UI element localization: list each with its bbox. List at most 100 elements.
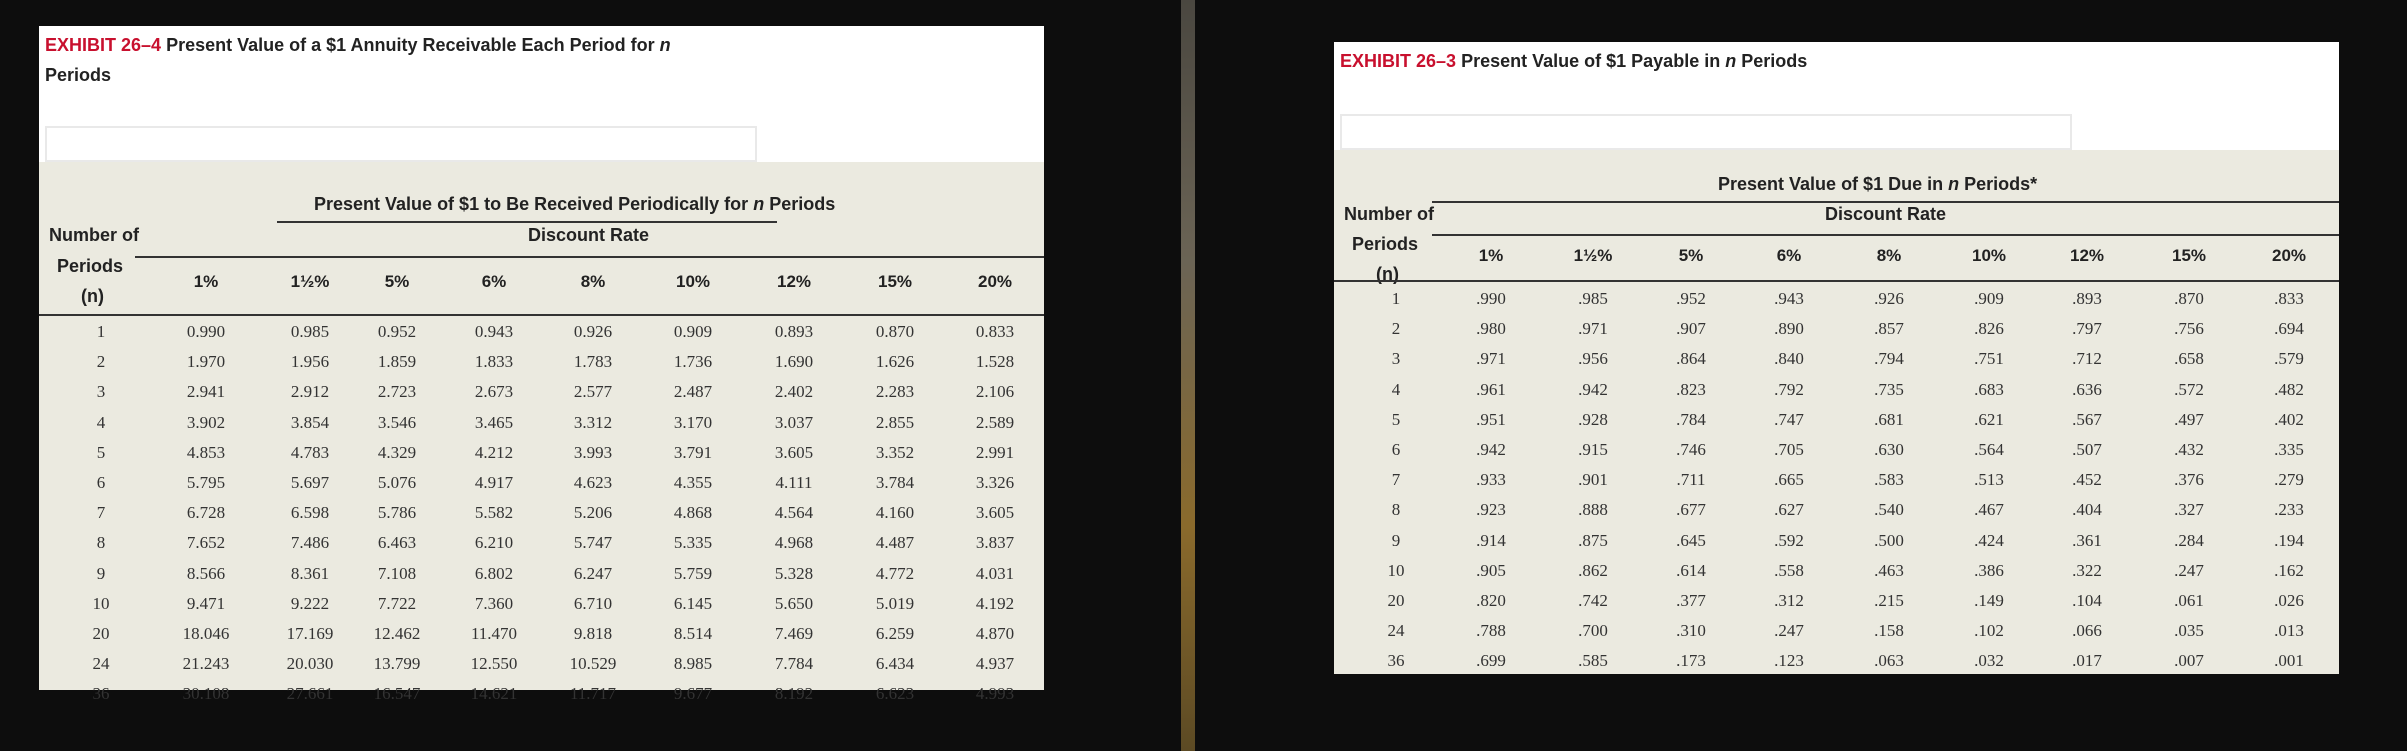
table-cell: 1.783 (573, 352, 613, 372)
table-cell: .063 (1874, 651, 1904, 671)
table-cell: .840 (1774, 349, 1804, 369)
table-cell: 3.605 (774, 442, 814, 462)
period-cell: 8 (96, 533, 106, 553)
table-cell: .327 (2174, 500, 2204, 520)
table-cell: .961 (1476, 379, 1506, 399)
table-cell: 4.111 (775, 473, 813, 492)
table-cell: 4.870 (975, 624, 1015, 643)
table-cell: .149 (1974, 591, 2004, 610)
table-cell: 3.605 (975, 503, 1015, 523)
table-cell: 0.870 (875, 322, 915, 341)
table-cell: .700 (1578, 621, 1608, 641)
table-cell: 7.486 (290, 533, 330, 553)
search-box[interactable] (1340, 114, 2072, 150)
rate-header: 8% (1876, 246, 1902, 265)
table-cell: 4.564 (774, 503, 814, 523)
period-cell: 20 (1387, 591, 1405, 610)
table-cell: 30.108 (182, 684, 230, 704)
table-cell: .335 (2274, 440, 2304, 459)
table-cell: 4.937 (975, 654, 1015, 674)
table-cell: .061 (2174, 591, 2204, 610)
annuity-table: Present Value of $1 to Be Received Perio… (39, 162, 1044, 703)
table-cell: .513 (1974, 470, 2004, 490)
exhibit-26-3: EXHIBIT 26–3 Present Value of $1 Payable… (1334, 42, 2339, 674)
table-heading: Present Value of $1 Due in n Periods* (1718, 174, 2038, 194)
period-cell: 8 (1391, 500, 1401, 520)
rate-header: 1½% (290, 272, 330, 291)
table-cell: 21.243 (182, 654, 230, 674)
table-cell: .875 (1578, 530, 1608, 550)
table-cell: .579 (2274, 349, 2304, 369)
period-cell: 1 (96, 322, 106, 341)
table-cell: 2.855 (875, 412, 915, 432)
table-cell: 8.192 (774, 684, 814, 704)
table-cell: .712 (2072, 349, 2102, 369)
table-cell: .233 (2274, 500, 2304, 520)
table-cell: 6.802 (474, 563, 514, 583)
exhibit-26-4: EXHIBIT 26–4 Present Value of a $1 Annui… (39, 26, 1044, 703)
table-cell: 1.626 (875, 352, 915, 372)
table-cell: 8.566 (186, 563, 226, 583)
rate-header: 5% (384, 272, 410, 291)
table-cell: 4.783 (290, 442, 330, 462)
table-cell: .104 (2072, 591, 2102, 610)
table-cell: 2.106 (975, 382, 1015, 402)
search-box[interactable] (45, 126, 757, 162)
table-cell: .699 (1476, 651, 1506, 671)
table-cell: .677 (1676, 500, 1706, 520)
table-cell: .630 (1874, 440, 1904, 459)
table-cell: .585 (1578, 651, 1608, 671)
table-cell: .915 (1578, 440, 1608, 459)
table-cell: 3.784 (875, 473, 915, 492)
table-cell: .792 (1774, 379, 1804, 399)
table-cell: .312 (1774, 591, 1804, 610)
table-cell: .402 (2274, 409, 2304, 429)
rate-header: 10% (675, 272, 711, 291)
table-cell: 3.352 (875, 442, 915, 462)
table-cell: 0.909 (673, 322, 713, 341)
table-cell: .377 (1676, 591, 1706, 610)
table-cell: .279 (2274, 470, 2304, 490)
table-cell: .833 (2274, 289, 2304, 308)
table-cell: 6.145 (673, 593, 713, 613)
table-cell: .820 (1476, 591, 1506, 610)
table-cell: 3.465 (474, 412, 514, 432)
period-cell: 7 (1391, 470, 1401, 490)
table-cell: .681 (1874, 409, 1904, 429)
table-cell: 5.019 (875, 593, 915, 613)
table-cell: 6.247 (573, 563, 613, 583)
table-cell: 5.328 (774, 563, 814, 583)
table-cell: .102 (1974, 621, 2004, 641)
table-cell: .990 (1476, 289, 1506, 308)
period-cell: 9 (1391, 530, 1401, 550)
table-cell: .971 (1578, 319, 1608, 339)
period-cell: 20 (92, 624, 110, 643)
table-cell: 4.917 (474, 473, 514, 492)
table-cell: 12.462 (373, 624, 421, 643)
table-cell: 9.677 (673, 684, 713, 704)
table-cell: .665 (1774, 470, 1804, 490)
table-cell: 6.434 (875, 654, 915, 674)
table-cell: 7.784 (774, 654, 814, 674)
table-cell: 4.487 (875, 533, 915, 553)
table-cell: 13.799 (373, 654, 421, 674)
table-cell: .864 (1676, 349, 1706, 369)
table-cell: 1.833 (474, 352, 514, 372)
table-cell: 5.582 (474, 503, 514, 523)
table-cell: .463 (1874, 560, 1904, 580)
table-cell: .694 (2274, 319, 2304, 339)
table-cell: 1.859 (377, 352, 417, 372)
table-cell: .797 (2072, 319, 2102, 339)
exhibit-number: EXHIBIT 26–4 (45, 35, 162, 55)
table-cell: 1.956 (290, 352, 330, 372)
table-cell: .386 (1974, 560, 2004, 580)
table-cell: .742 (1578, 591, 1608, 610)
table-cell: 4.329 (377, 442, 417, 462)
table-cell: 8.985 (673, 654, 713, 674)
period-cell: 3 (1391, 349, 1401, 369)
table-cell: 4.993 (975, 684, 1015, 704)
periods-label: Periods (1352, 234, 1419, 254)
table-cell: .001 (2274, 651, 2304, 671)
table-cell: 0.833 (975, 322, 1015, 341)
table-cell: 3.902 (186, 412, 226, 432)
